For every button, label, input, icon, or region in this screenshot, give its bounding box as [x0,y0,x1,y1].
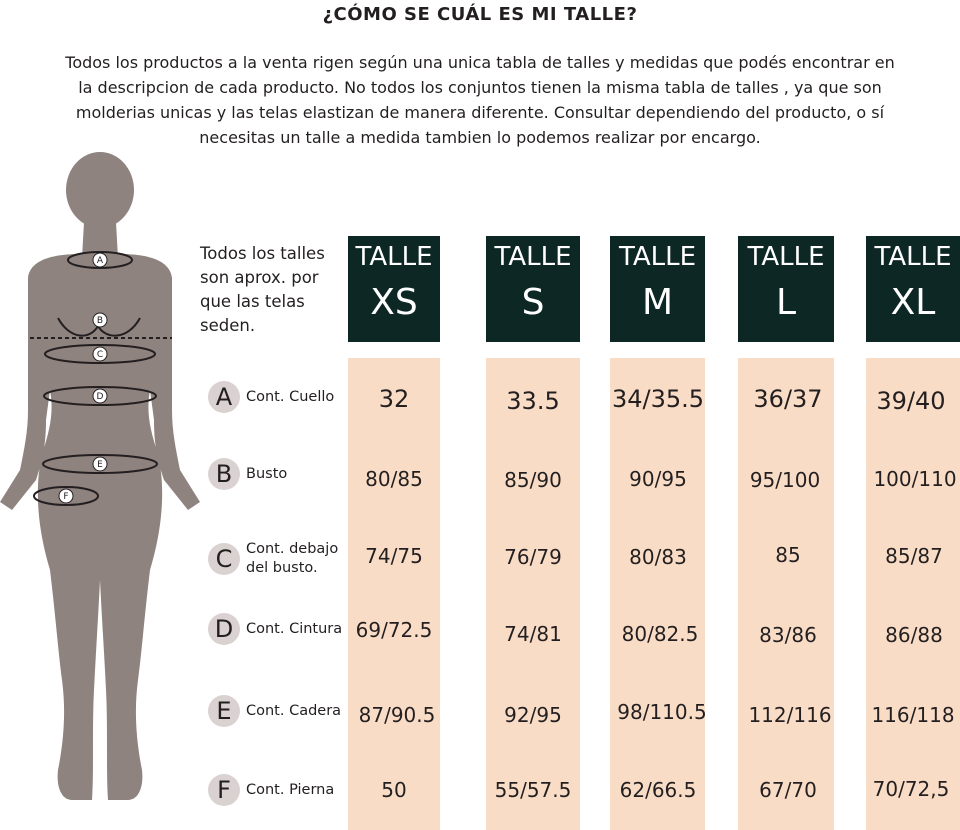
value-a-xs: 32 [378,385,410,413]
row-label-text: Cont. Cadera [246,702,342,719]
row-badge: A [208,381,240,413]
row-label-text: Cont. Cintura [246,620,343,637]
column-s [486,358,580,830]
value-f-xs: 50 [381,778,407,802]
value-e-l: 112/116 [748,703,832,727]
value-d-xl: 86/88 [885,623,943,647]
value-d-xs: 69/72.5 [355,618,433,642]
value-a-l: 36/37 [753,385,823,413]
row-label-a: A Cont. Cuello [208,375,348,419]
value-b-xl: 100/110 [873,467,957,491]
value-d-l: 83/86 [759,623,817,647]
row-label-text: Cont. Pierna [246,781,335,798]
value-e-m: 98/110.5 [617,700,707,724]
row-badge: F [208,774,240,806]
row-label-f: F Cont. Pierna [208,768,348,812]
value-e-s: 92/95 [504,703,562,727]
value-e-xl: 116/118 [871,703,955,727]
intro-line: molderias unicas y las telas elastizan d… [75,103,885,122]
row-badge: E [208,695,240,727]
column-xs [348,358,440,830]
marker-c-label: C [97,350,103,360]
row-badge: C [208,543,240,575]
row-badge: D [208,613,240,645]
row-label-text: Cont. debajo del busto. [246,540,338,578]
marker-f-label: F [63,492,68,502]
value-b-xs: 80/85 [365,467,423,491]
value-f-m: 62/66.5 [619,778,697,802]
page-title: ¿CÓMO SE CUÁL ES MI TALLE? [322,4,638,25]
size-header-word: TALLE [355,242,433,272]
size-header-word: TALLE [874,242,952,272]
row-label-line: del busto. [246,560,318,576]
value-d-s: 74/81 [504,622,562,646]
intro-line: Todos los productos a la venta rigen seg… [65,53,895,72]
sizes-note: Todos los talles son aprox. por que las … [200,242,340,338]
column-xl [866,358,960,830]
body-silhouette: A B C D E F [0,152,200,800]
row-label-text: Busto [246,465,288,482]
size-header-l: TALLE L [738,236,834,342]
value-f-l: 67/70 [759,778,817,802]
value-d-m: 80/82.5 [621,622,699,646]
size-header-word: TALLE [494,242,572,272]
size-header-xl: TALLE XL [866,236,960,342]
marker-b-label: B [97,316,103,326]
value-c-l: 85 [775,543,801,567]
size-header-size: M [641,282,674,323]
value-b-l: 95/100 [749,468,821,492]
value-c-xl: 85/87 [885,544,943,568]
note-line: son aprox. por [200,268,319,287]
size-header-xs: TALLE XS [348,236,440,342]
value-a-xl: 39/40 [876,387,946,415]
size-header-size: S [521,282,545,323]
value-b-m: 90/95 [629,467,687,491]
note-line: seden. [200,316,256,335]
value-c-m: 80/83 [629,545,687,569]
intro-paragraph: Todos los productos a la venta rigen seg… [20,50,940,150]
column-m [610,358,705,830]
size-header-size: XL [890,282,936,323]
note-line: que las telas [200,292,305,311]
value-a-m: 34/35.5 [611,385,705,413]
value-f-xl: 70/72,5 [872,777,950,801]
marker-d-label: D [97,392,104,402]
size-header-word: TALLE [618,242,697,272]
row-label-line: Cont. debajo [246,541,339,557]
row-label-d: D Cont. Cintura [208,607,348,651]
row-label-b: B Busto [208,452,348,496]
row-label-e: E Cont. Cadera [208,689,348,733]
intro-line: necesitas un talle a medida tambien lo p… [199,128,761,147]
value-a-s: 33.5 [506,387,560,415]
value-e-xs: 87/90.5 [358,703,436,727]
value-c-xs: 74/75 [365,544,423,568]
column-l [738,358,834,830]
size-header-size: XS [370,282,418,323]
value-c-s: 76/79 [504,545,562,569]
row-badge: B [208,458,240,490]
size-header-size: L [775,282,797,323]
intro-line: la descripcion de cada producto. No todo… [78,78,882,97]
value-f-s: 55/57.5 [494,778,572,802]
size-header-s: TALLE S [486,236,580,342]
marker-a-label: A [97,256,104,266]
row-label-c: C Cont. debajo del busto. [208,537,348,581]
note-line: Todos los talles [200,244,325,263]
row-label-text: Cont. Cuello [246,388,335,405]
size-header-m: TALLE M [610,236,705,342]
marker-e-label: E [97,460,103,470]
size-header-word: TALLE [747,242,825,272]
value-b-s: 85/90 [504,468,562,492]
